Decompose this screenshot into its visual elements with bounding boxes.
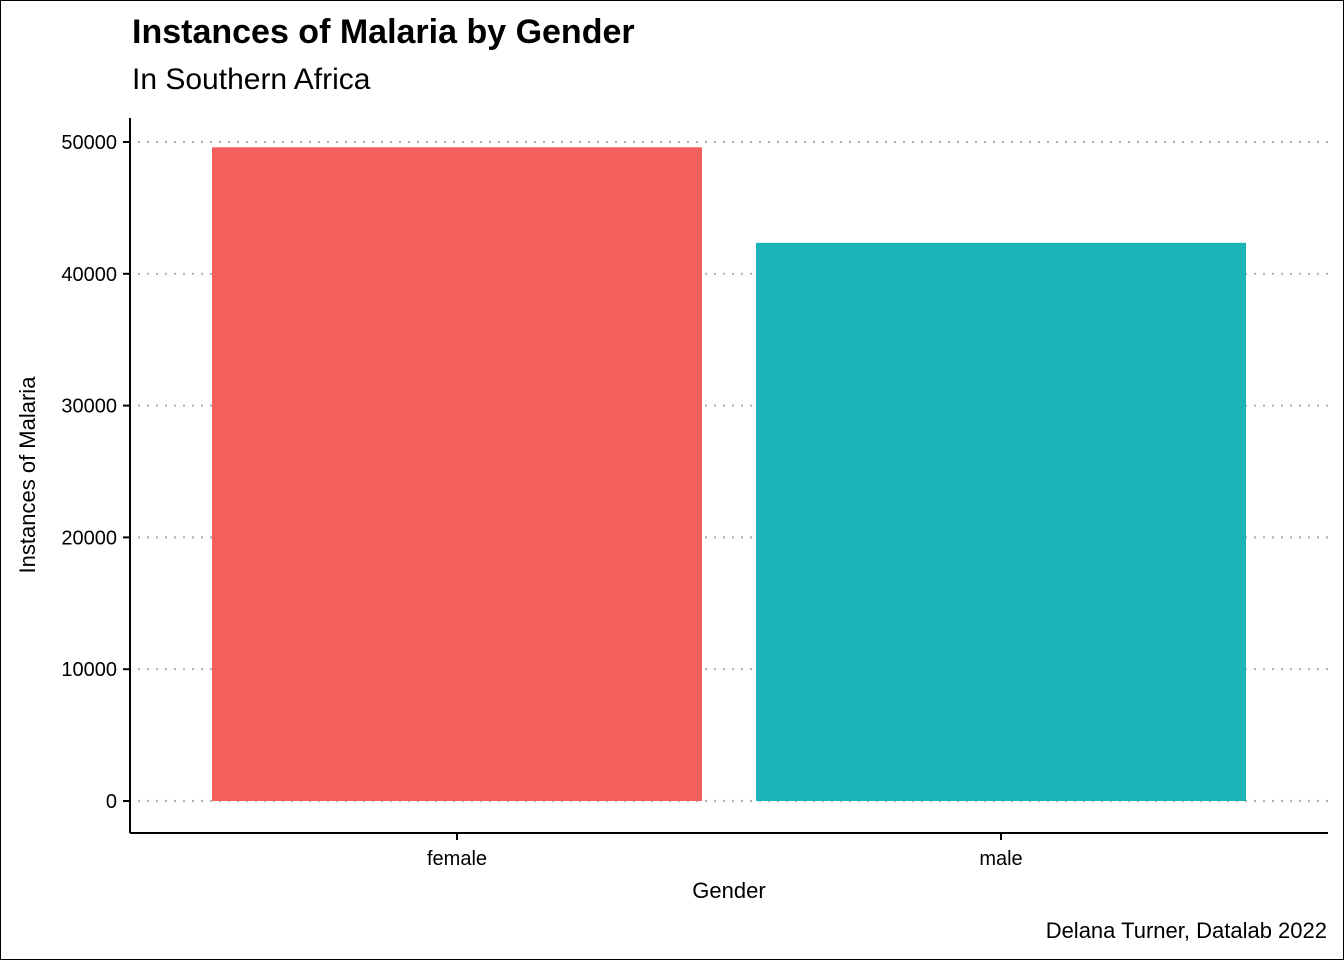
chart-subtitle: In Southern Africa — [132, 63, 371, 96]
y-tick-label: 50000 — [61, 132, 117, 154]
y-tick-label: 0 — [106, 791, 117, 813]
chart-caption: Delana Turner, Datalab 2022 — [1045, 918, 1327, 943]
chart-title: Instances of Malaria by Gender — [132, 13, 635, 51]
x-tick-label: male — [979, 848, 1022, 870]
bars — [212, 147, 1246, 802]
y-tick-label: 20000 — [61, 527, 117, 549]
y-axis-ticks: 0 10000 20000 30000 40000 50000 — [61, 132, 130, 813]
x-axis-ticks: female male — [427, 833, 1023, 870]
x-tick-label: female — [427, 848, 487, 870]
bar-female — [212, 147, 702, 802]
y-tick-label: 40000 — [61, 264, 117, 286]
y-tick-label: 10000 — [61, 659, 117, 681]
bar-male — [756, 242, 1246, 801]
y-axis-title: Instances of Malaria — [15, 376, 40, 574]
x-axis-title: Gender — [692, 878, 765, 903]
axes — [129, 118, 1328, 834]
y-tick-label: 30000 — [61, 396, 117, 418]
